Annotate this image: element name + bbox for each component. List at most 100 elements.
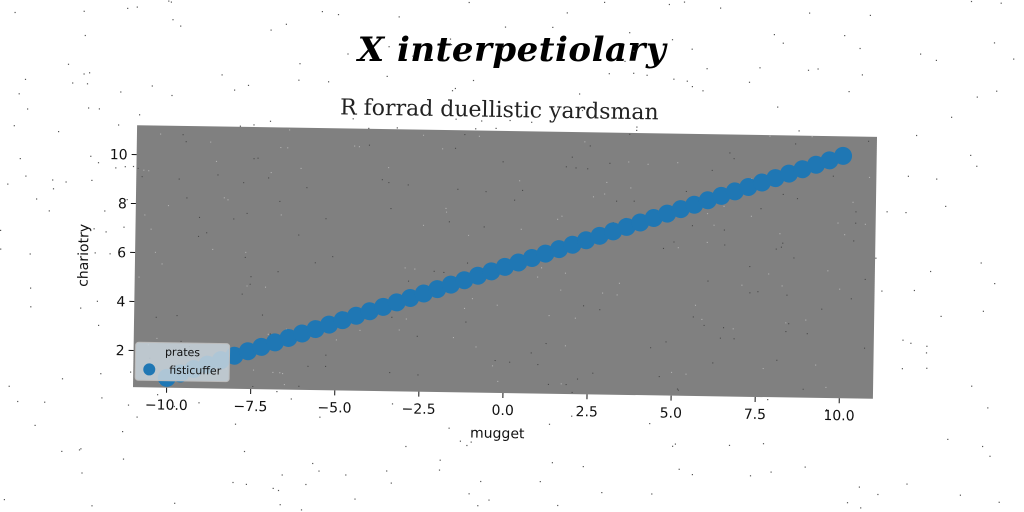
noise-dot — [19, 158, 21, 160]
noise-dot — [670, 371, 673, 373]
noise-dot — [44, 401, 46, 403]
noise-dot — [541, 267, 543, 269]
noise-dot — [298, 234, 300, 236]
noise-dot — [318, 470, 320, 472]
noise-dot — [770, 471, 772, 473]
noise-dot — [448, 427, 450, 429]
noise-dot — [976, 165, 978, 167]
noise-dot — [272, 487, 274, 489]
noise-dot — [930, 270, 932, 273]
noise-dot — [976, 96, 978, 98]
noise-dot — [658, 376, 660, 378]
noise-dot — [17, 400, 19, 403]
noise-dot — [234, 423, 237, 425]
noise-dot — [677, 247, 679, 249]
noise-dot — [989, 455, 991, 457]
noise-dot — [502, 161, 504, 163]
noise-dot — [724, 244, 726, 246]
noise-dot — [388, 182, 390, 184]
legend: prates fisticuffer — [134, 341, 231, 383]
noise-dot — [729, 152, 731, 154]
noise-dot — [672, 445, 674, 447]
noise-dot — [826, 409, 828, 411]
noise-dot — [127, 7, 129, 9]
noise-dot — [785, 331, 787, 333]
noise-dot — [268, 177, 270, 179]
noise-dot — [197, 235, 200, 237]
noise-dot — [545, 342, 547, 345]
noise-dot — [280, 214, 282, 216]
noise-dot — [780, 246, 782, 248]
noise-dot — [633, 200, 635, 202]
noise-dot — [720, 7, 722, 9]
noise-dot — [417, 374, 419, 376]
data-point — [428, 280, 447, 299]
noise-dot — [24, 78, 27, 80]
noise-dot — [98, 324, 100, 326]
noise-dot — [160, 133, 162, 135]
noise-dot — [925, 352, 928, 354]
noise-dot — [452, 336, 455, 339]
noise-dot — [468, 1, 470, 4]
noise-dot — [300, 509, 303, 511]
noise-dot — [691, 474, 693, 476]
noise-dot — [161, 263, 163, 265]
noise-dot — [777, 106, 779, 108]
noise-dot — [173, 405, 175, 408]
noise-dot — [495, 127, 497, 129]
noise-dot — [143, 169, 145, 171]
data-point — [658, 204, 677, 223]
noise-dot — [449, 38, 452, 40]
noise-dot — [455, 118, 457, 120]
noise-dot — [312, 462, 314, 465]
noise-dot — [609, 162, 611, 164]
noise-dot — [478, 135, 480, 137]
noise-dot — [123, 226, 125, 228]
noise-dot — [13, 125, 15, 127]
noise-dot — [916, 134, 918, 137]
noise-dot — [575, 167, 577, 169]
noise-dot — [945, 205, 947, 207]
noise-dot — [407, 280, 410, 282]
noise-dot — [706, 213, 709, 215]
noise-dot — [58, 131, 60, 133]
noise-dot — [148, 170, 150, 172]
data-point — [374, 297, 393, 316]
noise-dot — [61, 450, 63, 452]
noise-dot — [438, 469, 441, 471]
noise-dot — [233, 218, 235, 220]
noise-dot — [433, 270, 435, 272]
data-point — [590, 226, 609, 245]
noise-dot — [886, 211, 888, 213]
noise-dot — [913, 289, 915, 292]
noise-dot — [460, 46, 462, 48]
data-point — [739, 177, 758, 196]
figure-suptitle: X interpetiolary — [357, 30, 667, 70]
noise-dot — [926, 345, 928, 347]
noise-dot — [691, 48, 693, 50]
noise-dot — [676, 388, 679, 390]
data-point — [725, 182, 744, 201]
noise-dot — [398, 16, 400, 18]
noise-dot — [91, 179, 93, 181]
noise-dot — [982, 445, 984, 448]
noise-dot — [241, 293, 243, 295]
noise-dot — [678, 468, 680, 470]
noise-dot — [776, 359, 778, 361]
noise-dot — [277, 271, 279, 273]
noise-dot — [206, 232, 208, 234]
noise-dot — [951, 116, 953, 118]
noise-dot — [398, 329, 400, 331]
noise-dot — [91, 505, 93, 507]
noise-dot — [475, 346, 477, 348]
noise-dot — [25, 175, 27, 177]
noise-dot — [416, 335, 418, 337]
noise-dot — [247, 84, 250, 86]
noise-dot — [863, 347, 866, 349]
noise-dot — [665, 341, 667, 343]
data-point — [455, 271, 474, 290]
noise-dot — [748, 81, 751, 83]
noise-dot — [581, 109, 584, 112]
data-point — [320, 315, 339, 334]
noise-dot — [494, 359, 496, 362]
